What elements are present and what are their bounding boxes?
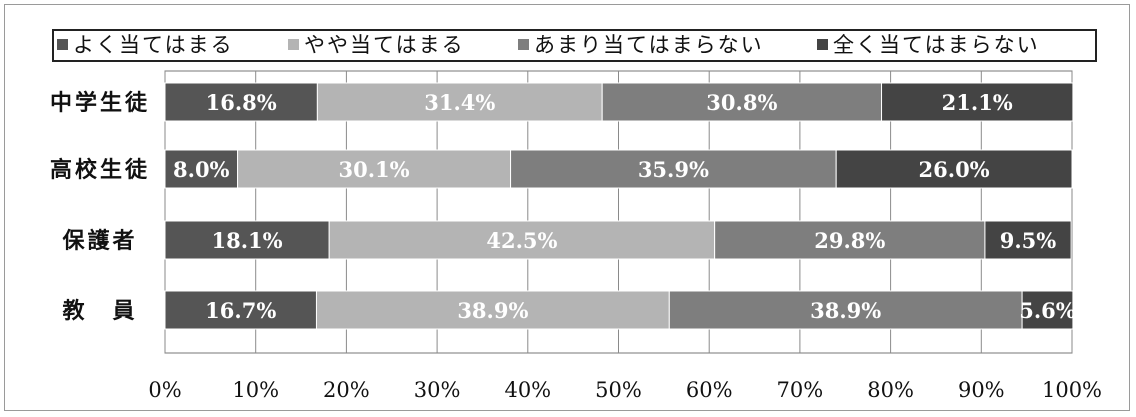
data-label: 42.5% [486, 228, 557, 253]
bar-segment [881, 82, 1074, 122]
x-tick-label: 20% [323, 378, 370, 402]
bar-segment [714, 220, 986, 260]
bar-segment [510, 149, 837, 189]
x-tick-label: 30% [414, 378, 461, 402]
data-label: 30.1% [339, 157, 410, 182]
data-label: 35.9% [638, 157, 709, 182]
legend-label: やや当てはまる [304, 33, 465, 57]
bar-segment [1021, 290, 1074, 330]
bar-segment [237, 149, 512, 189]
category-label: 中学生徒 [50, 90, 150, 116]
data-label: 31.4% [424, 90, 495, 115]
category-label: 高校生徒 [50, 157, 150, 183]
data-label: 8.0% [173, 157, 230, 182]
data-label: 16.8% [206, 90, 277, 115]
bar-segment [835, 149, 1073, 189]
data-label: 26.0% [919, 157, 990, 182]
x-tick-label: 50% [595, 378, 642, 402]
data-label: 9.5% [1000, 228, 1057, 253]
data-label: 16.7% [205, 298, 276, 323]
data-label: 38.9% [810, 298, 881, 323]
bar-segment [315, 290, 670, 330]
legend-swatch [817, 39, 828, 50]
category-label: 保護者 [61, 228, 137, 254]
bar-segment [164, 220, 330, 260]
legend-swatch [57, 39, 68, 50]
legend-label: あまり当てはまらない [534, 33, 764, 57]
x-tick-label: 70% [777, 378, 824, 402]
bar-segment [984, 220, 1072, 260]
x-tick-label: 90% [958, 378, 1005, 402]
legend [52, 29, 1097, 62]
x-tick-label: 80% [867, 378, 914, 402]
x-tick-label: 100% [1042, 378, 1102, 402]
data-label: 29.8% [814, 228, 885, 253]
chart-frame: よく当てはまる やや当てはまる あまり当てはまらない 全く当てはまらない中学生徒 16.… [4, 4, 1130, 411]
bar-segment [164, 149, 239, 189]
x-tick-label: 0% [148, 378, 181, 402]
category-label: 教 員 [62, 298, 137, 324]
data-label: 18.1% [212, 228, 283, 253]
bar-segment [328, 220, 716, 260]
bar-segment [164, 290, 317, 330]
legend-label: 全く当てはまらない [833, 33, 1040, 57]
x-tick-label: 10% [232, 378, 279, 402]
legend-swatch [288, 39, 299, 50]
x-tick-label: 40% [504, 378, 551, 402]
data-label: 21.1% [942, 90, 1013, 115]
x-tick-label: 60% [686, 378, 733, 402]
bar-segment [668, 290, 1023, 330]
data-label: 30.8% [706, 90, 777, 115]
data-label: 5.6% [1019, 298, 1076, 323]
data-label: 38.9% [457, 298, 528, 323]
legend-swatch [518, 39, 529, 50]
legend-label: よく当てはまる [73, 33, 234, 57]
